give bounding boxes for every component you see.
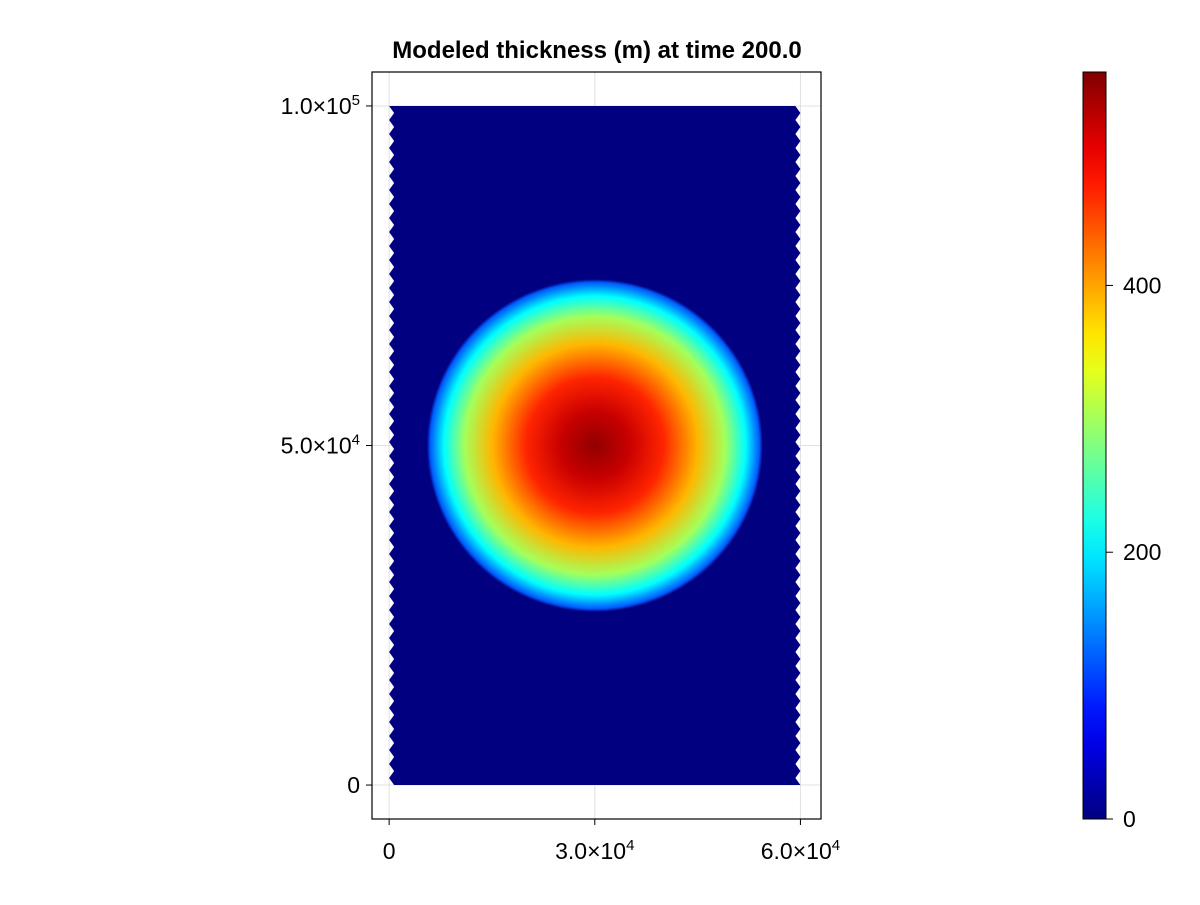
y-tick-label: 5.0×104 (281, 432, 360, 459)
colorbar-gradient (1082, 71, 1107, 820)
colorbar-tick-label: 400 (1123, 272, 1161, 298)
colorbar-tick-label: 200 (1123, 539, 1161, 565)
x-tick-label: 0 (383, 838, 396, 864)
colorbar-tick-label: 0 (1123, 806, 1136, 832)
y-tick-label: 1.0×105 (281, 92, 360, 119)
colorbar: 0 200 400 (1082, 71, 1161, 832)
thickness-dome (426, 279, 763, 612)
x-tick-label: 6.0×104 (761, 837, 840, 864)
chart-title: Modeled thickness (m) at time 200.0 (392, 37, 801, 64)
y-tick-label: 0 (347, 772, 360, 798)
y-axis: 0 5.0×104 1.0×105 (281, 92, 372, 798)
x-tick-label: 3.0×104 (555, 837, 634, 864)
thickness-field (389, 106, 801, 785)
x-axis: 0 3.0×104 6.0×104 (383, 819, 840, 864)
